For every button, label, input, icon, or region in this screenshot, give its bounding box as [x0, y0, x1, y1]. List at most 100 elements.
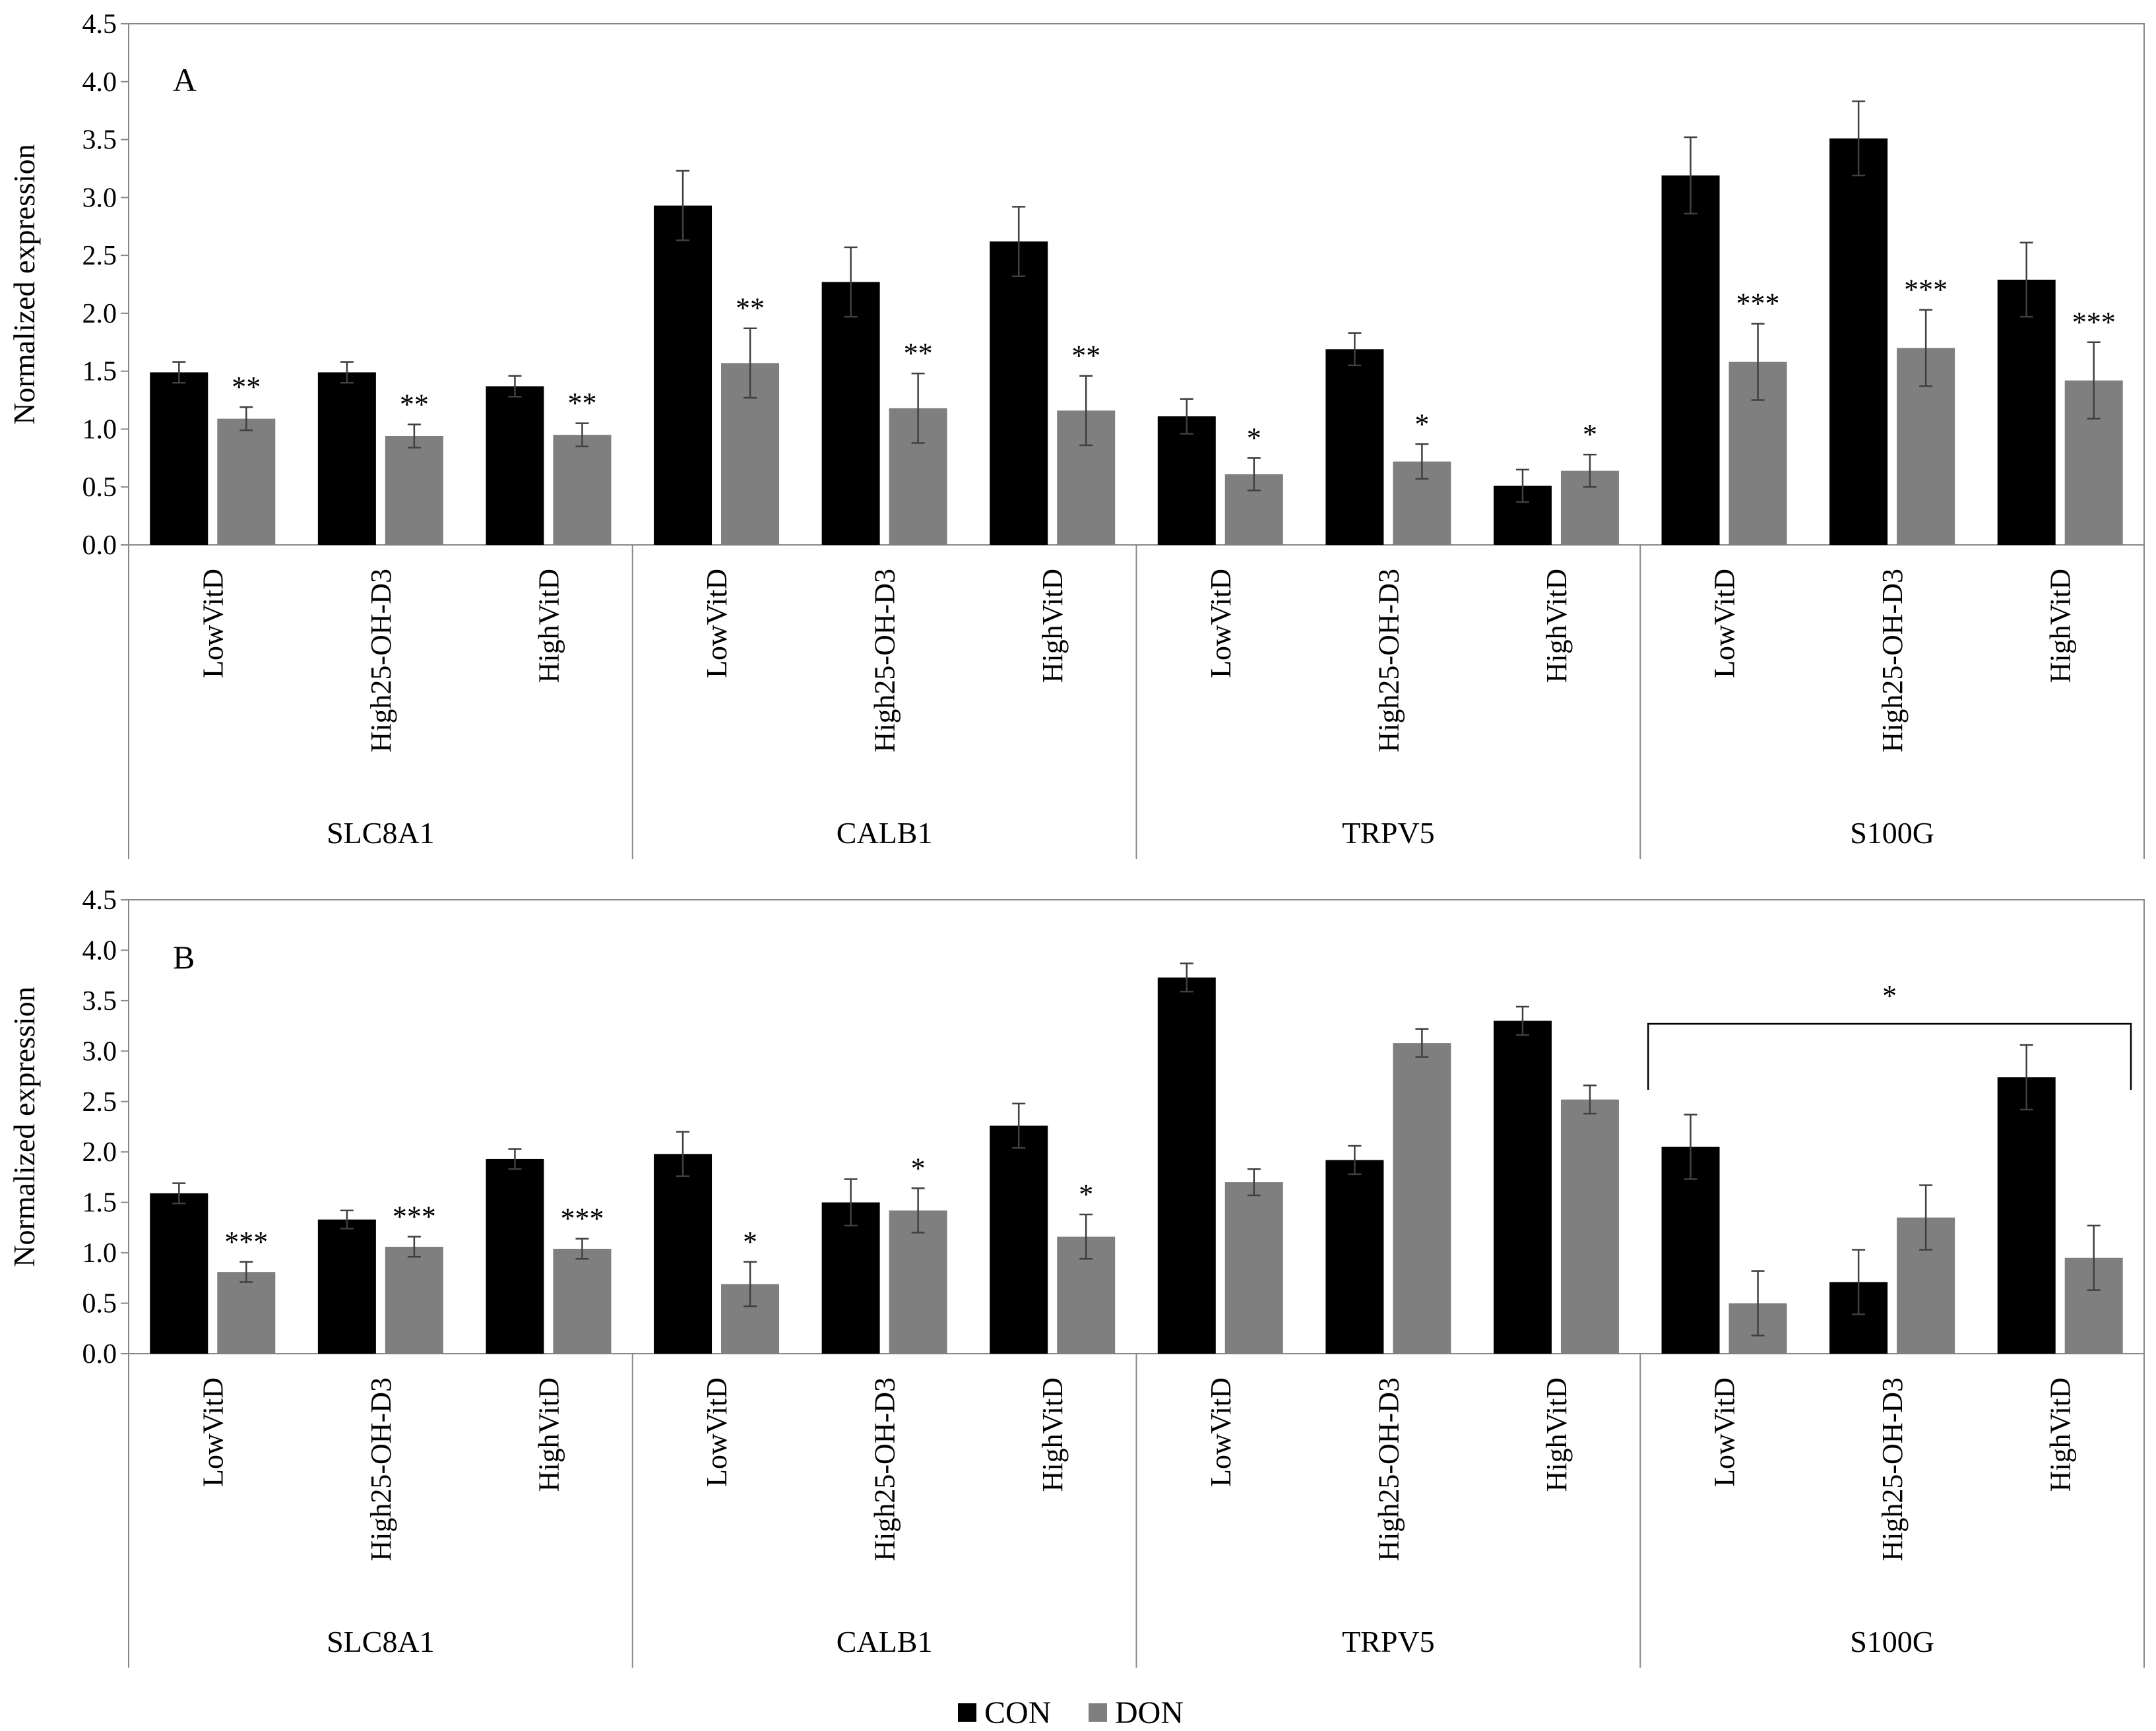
category-label: LowVitD	[1709, 569, 1741, 678]
category-label: High25-OH-D3	[365, 1377, 397, 1561]
significance-marker: ***	[224, 1226, 268, 1258]
bar-con	[486, 1158, 544, 1354]
category-label: HighVitD	[1540, 569, 1573, 683]
bar-con	[1493, 1021, 1552, 1354]
y-tick-label: 0.5	[82, 1289, 117, 1319]
bar-con	[1829, 138, 1888, 546]
y-tick-label: 4.0	[82, 67, 117, 98]
bar-con	[821, 1202, 880, 1354]
bar-con	[150, 1193, 208, 1354]
bar-don	[553, 1248, 612, 1354]
category-label: High25-OH-D3	[1876, 1377, 1909, 1561]
category-label: LowVitD	[701, 569, 733, 678]
category-label: LowVitD	[1709, 1377, 1741, 1487]
y-tick-label: 4.5	[82, 9, 117, 40]
category-label: High25-OH-D3	[869, 1377, 901, 1561]
legend-swatch-don	[1089, 1703, 1107, 1722]
category-label: High25-OH-D3	[1372, 1377, 1405, 1561]
category-label: LowVitD	[197, 1377, 229, 1487]
bar-con	[654, 1154, 713, 1354]
category-label: High25-OH-D3	[365, 569, 397, 753]
y-tick-label: 2.0	[82, 299, 117, 329]
bar-don	[889, 1210, 947, 1354]
significance-marker: **	[232, 371, 261, 403]
y-tick-label: 3.5	[82, 986, 117, 1017]
y-tick-label: 1.5	[82, 1188, 117, 1218]
bar-con	[1997, 279, 2056, 545]
y-tick-label: 0.0	[82, 530, 117, 561]
significance-marker: **	[567, 387, 596, 420]
y-tick-label: 4.5	[82, 885, 117, 916]
bar-con	[1157, 977, 1216, 1354]
bar-con	[821, 282, 880, 545]
significance-marker: **	[400, 388, 429, 420]
legend-swatch-con	[958, 1703, 976, 1722]
category-label: HighVitD	[1036, 569, 1069, 683]
significance-marker: *	[1079, 1178, 1093, 1211]
bar-con	[1661, 175, 1720, 545]
y-axis-title: Normalized expression	[7, 144, 41, 424]
panel-label: B	[173, 939, 195, 976]
y-tick-label: 0.0	[82, 1339, 117, 1369]
category-label: LowVitD	[197, 569, 229, 678]
bar-con	[150, 372, 208, 545]
panel-a: 0.0 0.5 1.0 1.5 2.0 2.5 3.0 3.5 4.0 4.5 Normalized…	[7, 9, 2145, 859]
legend: CON DON	[958, 1695, 1184, 1730]
category-label: LowVitD	[701, 1377, 733, 1487]
y-tick-label: 1.5	[82, 357, 117, 387]
y-tick-label: 3.0	[82, 1036, 117, 1067]
bar-con	[990, 1125, 1048, 1354]
bar-con	[654, 205, 713, 546]
bar-don	[1560, 1099, 1619, 1354]
bar-con	[1997, 1077, 2056, 1354]
significance-marker: ***	[393, 1201, 436, 1233]
significance-marker: ***	[1736, 288, 1780, 320]
y-tick-label: 2.5	[82, 1087, 117, 1117]
legend-label-con: CON	[984, 1695, 1051, 1730]
y-tick-label: 1.0	[82, 1238, 117, 1269]
bar-don	[1393, 1043, 1451, 1354]
bar-con	[1325, 1160, 1384, 1354]
significance-bracket	[1647, 1023, 2132, 1090]
significance-marker: **	[904, 337, 933, 369]
significance-marker: *	[911, 1152, 926, 1184]
group-label: TRPV5	[1342, 1625, 1435, 1658]
group-label: SLC8A1	[327, 816, 435, 850]
bar-don	[217, 1272, 276, 1354]
bar-con	[1661, 1147, 1720, 1354]
bar-don	[217, 418, 276, 545]
significance-marker: *	[1247, 422, 1261, 454]
category-label: HighVitD	[1036, 1377, 1069, 1492]
significance-marker: **	[736, 292, 765, 325]
legend-label-don: DON	[1115, 1695, 1184, 1730]
significance-marker: ***	[1904, 274, 1948, 306]
bar-don	[385, 1246, 443, 1354]
y-tick-label: 2.5	[82, 241, 117, 271]
y-tick-label: 4.0	[82, 935, 117, 966]
significance-marker: **	[1071, 340, 1100, 372]
panel-label: A	[173, 61, 197, 98]
category-label: HighVitD	[2045, 569, 2077, 683]
category-label: LowVitD	[1205, 1377, 1237, 1487]
category-label: High25-OH-D3	[1372, 569, 1405, 753]
y-tick-label: 0.5	[82, 472, 117, 503]
y-tick-label: 3.5	[82, 125, 117, 156]
group-label: S100G	[1850, 1625, 1934, 1658]
y-tick-label: 3.0	[82, 183, 117, 213]
y-tick-label: 1.0	[82, 414, 117, 445]
bar-con	[990, 241, 1048, 545]
bar-con	[1157, 416, 1216, 545]
bar-don	[1224, 1182, 1283, 1354]
y-tick-label: 2.0	[82, 1137, 117, 1168]
group-label: TRPV5	[1342, 816, 1435, 850]
category-label: LowVitD	[1205, 569, 1237, 678]
category-label: HighVitD	[532, 569, 565, 683]
group-label: CALB1	[837, 816, 933, 850]
significance-marker: *	[1414, 408, 1429, 440]
bar-con	[317, 1219, 376, 1354]
category-label: HighVitD	[1540, 1377, 1573, 1492]
y-axis-title: Normalized expression	[7, 986, 41, 1267]
bar-don	[553, 435, 612, 545]
significance-marker: *	[1583, 418, 1597, 451]
